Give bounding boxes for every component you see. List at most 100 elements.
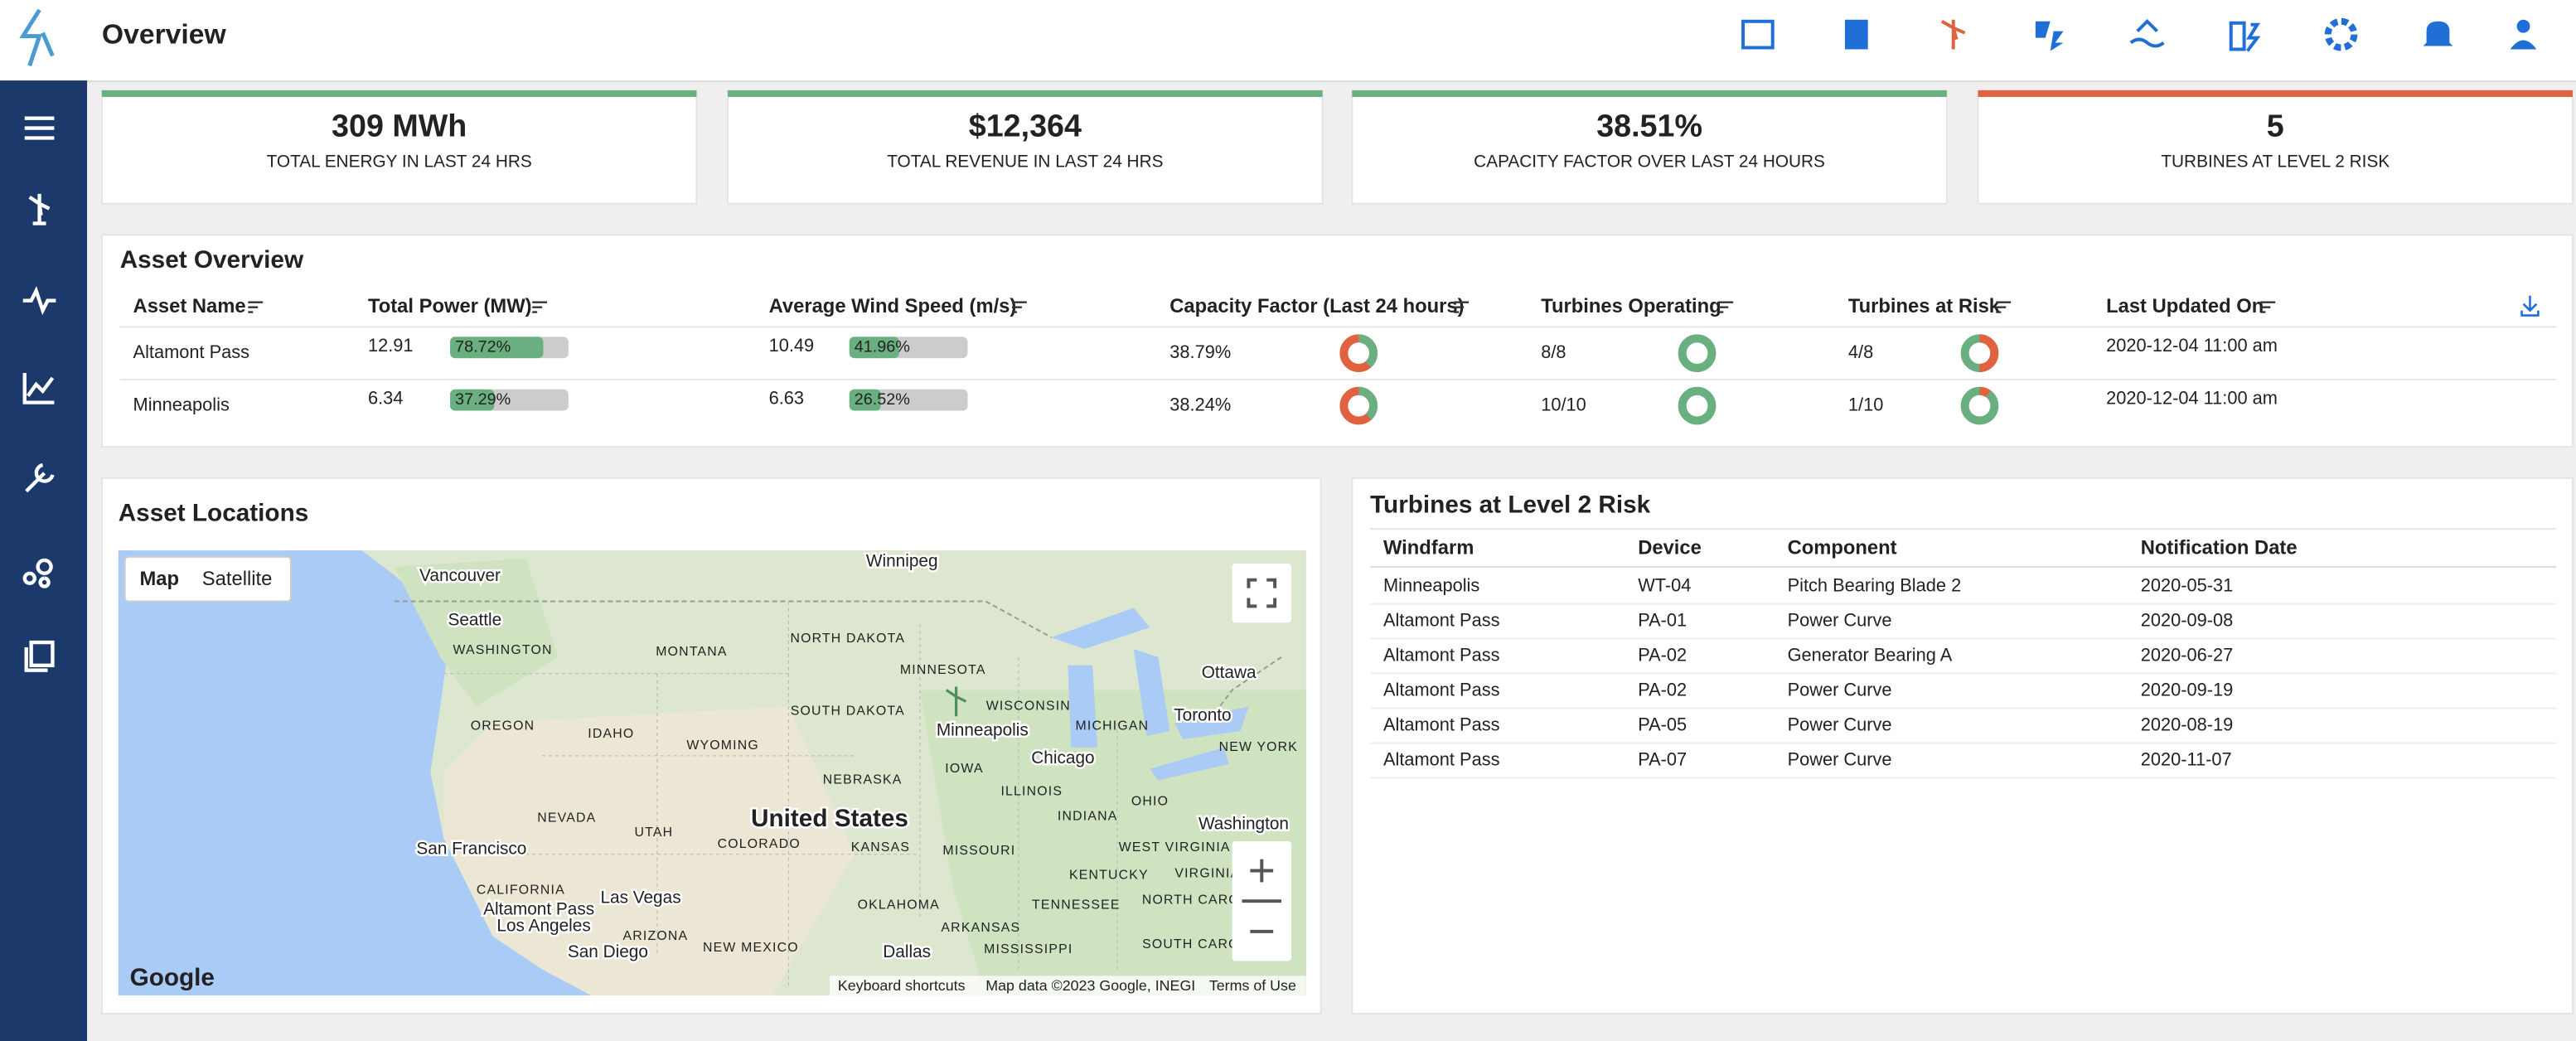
map-label: VIRGINIA — [1174, 867, 1240, 881]
turbines-at-risk: 4/8 — [1848, 341, 1873, 362]
icon-shape — [2510, 19, 2537, 50]
sort-icon[interactable] — [1996, 301, 2012, 313]
toolbar-icon[interactable] — [1940, 19, 1966, 50]
map-footer-text[interactable]: Keyboard shortcuts — [838, 977, 966, 994]
icon-shape — [22, 372, 55, 404]
column-header[interactable]: Last Updated On — [2106, 295, 2264, 317]
map-label: UTAH — [635, 826, 674, 840]
sort-icon[interactable] — [248, 301, 264, 313]
table-cell: Altamont Pass — [1383, 609, 1500, 630]
section-title: Asset Locations — [119, 499, 309, 526]
donut-segment — [1339, 386, 1378, 425]
kpi-value: 38.51% — [1596, 109, 1702, 143]
kpi-label: CAPACITY FACTOR OVER LAST 24 HOURS — [1474, 153, 1825, 172]
map-label: WASHINGTON — [453, 643, 552, 657]
table-cell: Power Curve — [1788, 679, 1892, 700]
map-label: Ottawa — [1202, 663, 1257, 682]
map-label: MINNESOTA — [900, 663, 986, 677]
map-label: MISSOURI — [942, 844, 1015, 858]
table-cell: 2020-09-08 — [2141, 609, 2234, 630]
progress-label: 26.52% — [855, 390, 910, 409]
map-footer-text[interactable]: Terms of Use — [1209, 977, 1296, 994]
icon-shape — [25, 462, 55, 493]
logo[interactable] — [19, 8, 55, 67]
map-footer-text[interactable]: Map data ©2023 Google, INEGI — [985, 977, 1195, 994]
map-label: WISCONSIN — [986, 700, 1071, 714]
fullscreen-button[interactable] — [1232, 563, 1291, 623]
asset-marker[interactable] — [945, 686, 967, 717]
toolbar-icon[interactable] — [2510, 19, 2537, 50]
column-header[interactable]: Turbines Operating — [1541, 295, 1721, 317]
kpi-accent — [728, 90, 1323, 97]
sort-icon[interactable] — [1718, 301, 1734, 313]
kpi-accent — [1978, 90, 2574, 97]
map-label: TENNESSEE — [1032, 898, 1121, 912]
toolbar-icon[interactable] — [2229, 21, 2261, 52]
table-cell: PA-02 — [1638, 644, 1687, 665]
table-cell: Power Curve — [1788, 609, 1892, 630]
icon-shape — [22, 558, 53, 588]
kpi-card — [100, 90, 698, 205]
map-border — [394, 600, 1282, 724]
map-footer — [829, 976, 1306, 996]
table-cell: Minneapolis — [1383, 574, 1479, 595]
map-label: ARKANSAS — [941, 921, 1020, 935]
sort-icon[interactable] — [2260, 301, 2276, 313]
sidebar-icon[interactable] — [24, 116, 55, 140]
map-label: Altamont Pass — [483, 900, 594, 919]
column-header[interactable]: Total Power (MW) — [368, 295, 532, 317]
icon-shape — [2035, 21, 2064, 51]
column-header[interactable]: Average Wind Speed (m/s) — [769, 295, 1017, 317]
column-header[interactable]: Asset Name — [133, 295, 246, 317]
table-cell: Pitch Bearing Blade 2 — [1788, 574, 1962, 595]
map[interactable]: Vancouver Seattle WASHINGTON MONTANA NORTH D… — [118, 550, 1306, 996]
column-header[interactable]: Turbines at Risk — [1848, 295, 2001, 317]
map-label: SOUTH DAKOTA — [791, 704, 905, 718]
column-header: Windfarm — [1383, 536, 1474, 559]
table-cell: PA-01 — [1638, 609, 1687, 630]
kpi-label: TOTAL REVENUE IN LAST 24 HRS — [887, 153, 1163, 172]
progress-label: 41.96% — [855, 337, 910, 356]
table-cell: Altamont Pass — [1383, 644, 1500, 665]
sidebar-icon[interactable] — [22, 558, 53, 588]
table-cell: PA-02 — [1638, 679, 1687, 700]
sort-icon[interactable] — [532, 301, 548, 313]
map-label: NORTH DAKOTA — [790, 632, 905, 646]
column-header[interactable]: Capacity Factor (Last 24 hours) — [1169, 295, 1464, 317]
toolbar-icon[interactable] — [2423, 21, 2453, 50]
map-label: Seattle — [448, 611, 501, 630]
toolbar-icon[interactable] — [2035, 21, 2064, 51]
fullscreen-icon — [1247, 578, 1277, 608]
sidebar-icon[interactable] — [24, 640, 55, 672]
sidebar-icon[interactable] — [28, 193, 51, 225]
kpi-accent — [101, 90, 697, 97]
toolbar-icon[interactable] — [1844, 19, 1868, 50]
toolbar-icon[interactable] — [2129, 18, 2165, 48]
section-title: Turbines at Level 2 Risk — [1370, 491, 1651, 518]
map-label: NEW YORK — [1219, 740, 1299, 754]
table-cell: PA-05 — [1638, 714, 1687, 734]
download-icon[interactable] — [2520, 295, 2540, 317]
map-label: NEVADA — [537, 811, 596, 825]
risk-card — [1351, 477, 2574, 1014]
map-button[interactable]: Map — [139, 568, 179, 590]
map-label: MONTANA — [656, 645, 727, 659]
kpi-card — [1977, 90, 2574, 205]
icon-shape — [22, 286, 56, 316]
capacity-factor: 38.79% — [1169, 341, 1231, 362]
toolbar-icon[interactable] — [1741, 19, 1775, 50]
turbines-at-risk: 1/10 — [1848, 394, 1883, 414]
map-label: OKLAHOMA — [858, 898, 940, 912]
table-cell: 2020-11-07 — [2141, 748, 2232, 769]
total-power: 12.91 — [368, 335, 414, 356]
section-title: Asset Overview — [120, 246, 304, 274]
icon-shape — [1844, 19, 1868, 50]
sort-icon[interactable] — [1012, 301, 1027, 313]
sidebar-icon[interactable] — [22, 372, 55, 404]
map-label: MISSISSIPPI — [984, 942, 1073, 956]
sort-icon[interactable] — [1454, 301, 1470, 313]
toolbar-icon[interactable] — [2324, 17, 2358, 51]
sidebar-icon[interactable] — [25, 462, 55, 493]
sidebar-icon[interactable] — [22, 286, 56, 316]
map-button[interactable]: Satellite — [202, 568, 273, 590]
